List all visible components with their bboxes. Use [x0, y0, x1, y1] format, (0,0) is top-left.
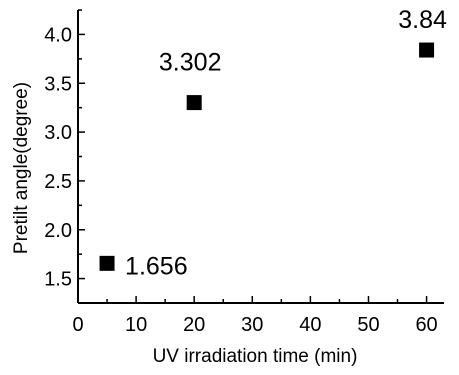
y-tick-label: 4.0 — [44, 24, 72, 46]
y-ticks: 1.5 2.0 2.5 3.0 3.5 4.0 — [44, 9, 85, 304]
x-ticks: 0 10 20 30 40 50 60 — [72, 296, 438, 336]
data-point-label: 1.656 — [125, 252, 188, 280]
y-tick-label: 2.5 — [44, 171, 72, 193]
y-axis-title: Pretilt angle(degree) — [11, 82, 32, 254]
data-point-marker — [99, 255, 115, 271]
data-point-label: 3.84 — [398, 6, 447, 34]
x-tick-label: 40 — [299, 314, 321, 336]
x-tick-label: 20 — [183, 314, 205, 336]
y-tick-label: 3.0 — [44, 122, 72, 144]
data-labels: 1.656 3.302 3.84 — [125, 6, 447, 280]
data-point-marker — [186, 95, 202, 111]
x-axis-title: UV irradiation time (min) — [153, 346, 358, 367]
x-tick-label: 50 — [357, 314, 379, 336]
x-tick-label: 0 — [72, 314, 83, 336]
data-point-marker — [419, 42, 435, 58]
y-tick-label: 2.0 — [44, 220, 72, 242]
x-tick-label: 60 — [415, 314, 437, 336]
y-tick-label: 1.5 — [44, 269, 72, 291]
x-tick-label: 30 — [241, 314, 263, 336]
data-markers — [99, 42, 435, 271]
data-point-label: 3.302 — [159, 49, 222, 77]
x-tick-label: 10 — [125, 314, 147, 336]
y-tick-label: 3.5 — [44, 73, 72, 95]
